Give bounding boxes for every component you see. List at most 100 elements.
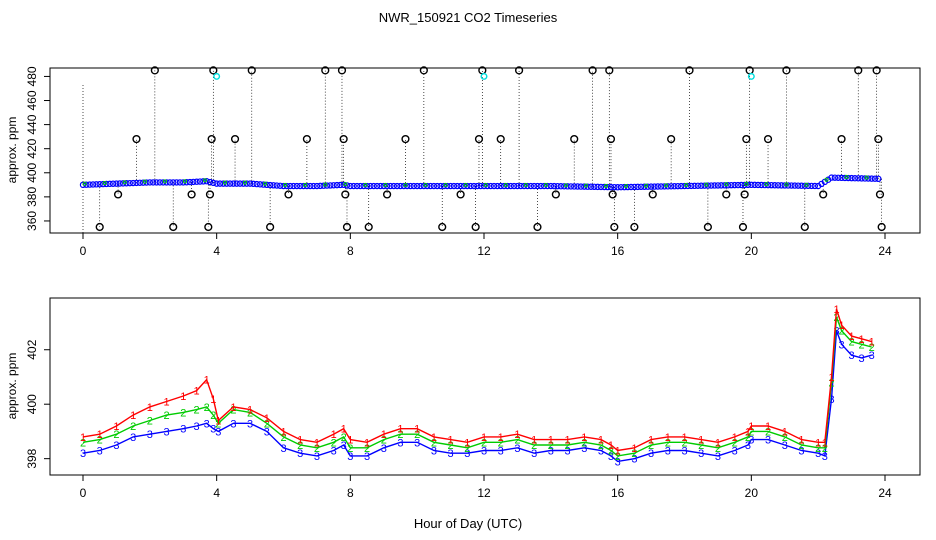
baseline-point — [828, 174, 835, 181]
outlier-point — [551, 190, 560, 199]
outlier-point — [874, 134, 883, 144]
series-1-marker: 1 — [665, 432, 671, 444]
series-2-marker: 2 — [798, 440, 804, 452]
baseline-point — [871, 175, 879, 182]
baseline-point-alt — [583, 183, 589, 188]
series-1-marker: 1 — [581, 432, 587, 444]
outlier-point — [872, 66, 881, 75]
baseline-point — [290, 182, 297, 190]
baseline-point — [534, 182, 541, 190]
baseline-point — [835, 174, 842, 181]
series-1-marker: 1 — [648, 435, 654, 447]
baseline-point — [507, 182, 514, 190]
outlier-point — [570, 134, 579, 144]
baseline-point-alt — [623, 183, 629, 189]
baseline-point — [93, 181, 100, 188]
baseline-point — [190, 178, 197, 186]
series-1-marker: 1 — [448, 435, 454, 447]
baseline-point-alt — [303, 182, 308, 188]
baseline-point-alt — [102, 180, 107, 186]
outlier-point — [474, 134, 484, 144]
baseline-point — [470, 182, 478, 190]
outlier-point — [169, 222, 178, 232]
series-1-marker: 1 — [431, 432, 437, 444]
series-3-marker: 3 — [869, 350, 875, 362]
baseline-point-alt — [222, 180, 228, 185]
baseline-point — [256, 181, 264, 188]
bottom-x-tick-label: 16 — [611, 486, 625, 500]
baseline-point — [437, 182, 444, 190]
baseline-point — [771, 182, 778, 189]
baseline-point — [266, 181, 274, 189]
series-3-marker: 3 — [598, 445, 604, 457]
top-y-tick-label: 440 — [25, 114, 39, 134]
baseline-point — [286, 182, 294, 190]
series-3-marker: 3 — [80, 448, 86, 460]
series-1-marker: 1 — [97, 429, 103, 441]
baseline-point-alt — [122, 180, 127, 185]
baseline-point — [848, 174, 855, 182]
series-1-marker: 1 — [514, 429, 520, 441]
top-outlier-points — [95, 66, 886, 232]
flag-point — [213, 72, 221, 80]
baseline-point — [671, 183, 678, 190]
series-2-marker: 2 — [822, 443, 828, 455]
baseline-point — [637, 183, 645, 191]
outlier-point — [230, 134, 240, 144]
baseline-point — [377, 182, 384, 190]
baseline-point — [647, 183, 655, 190]
baseline-point — [591, 183, 598, 191]
baseline-point — [768, 181, 775, 189]
baseline-point — [627, 183, 635, 191]
baseline-point — [791, 182, 798, 189]
series-2-marker: 2 — [163, 410, 169, 422]
bottom-panel-co2-levels: 3 3 33 3 3 3 3 3 333 333 3 3 3 33 33 3 33 3 3 3 3 3 3 3 3 3 3 3 3 3 3 3… — [5, 297, 921, 500]
baseline-point — [337, 181, 344, 189]
baseline-point — [206, 178, 214, 186]
series-1-marker: 1 — [732, 432, 738, 444]
series-2-marker: 2 — [364, 443, 370, 455]
baseline-point — [728, 181, 735, 189]
baseline-point-alt — [704, 182, 709, 187]
baseline-point — [89, 181, 97, 188]
series-1-marker: 1 — [828, 372, 834, 384]
series-2-marker: 2 — [204, 402, 210, 414]
series-3-marker: 3 — [531, 448, 537, 460]
series-3-marker: 3 — [347, 451, 353, 463]
baseline-point-alt — [804, 182, 809, 187]
baseline-point — [778, 182, 785, 189]
outlier-point — [533, 222, 542, 232]
outlier-point — [266, 222, 275, 232]
baseline-point — [216, 180, 224, 187]
series-3-marker: 3 — [180, 424, 186, 436]
series-2-marker: 2 — [381, 435, 387, 447]
series-3-marker: 3 — [314, 451, 320, 463]
baseline-point — [176, 179, 184, 186]
baseline-point — [474, 182, 481, 190]
series-2-marker: 2 — [869, 342, 875, 354]
series-1-marker: 1 — [130, 410, 136, 422]
flag-point — [747, 72, 755, 80]
baseline-point — [149, 179, 157, 186]
series-2-marker: 2 — [782, 432, 788, 444]
series-2-marker: 2 — [180, 407, 186, 419]
baseline-point — [236, 180, 244, 187]
series-3-marker: 3 — [341, 440, 347, 452]
baseline-point — [875, 175, 882, 183]
series-2-marker: 2 — [838, 326, 844, 338]
outlier-point — [187, 190, 196, 199]
series-1-marker: 1 — [598, 435, 604, 447]
outlier-point — [722, 190, 731, 199]
outlier-point — [588, 66, 597, 75]
baseline-point — [514, 182, 521, 190]
series-1-marker: 1 — [745, 426, 751, 438]
series-2-marker: 2 — [431, 437, 437, 449]
series-2-marker: 2 — [341, 432, 347, 444]
baseline-point — [417, 182, 424, 190]
top-baseline-series — [79, 174, 882, 191]
series-2-marker: 2 — [745, 432, 751, 444]
series-1-marker: 1 — [314, 437, 320, 449]
series-3-marker: 3 — [608, 451, 614, 463]
outlier-point — [800, 222, 809, 232]
